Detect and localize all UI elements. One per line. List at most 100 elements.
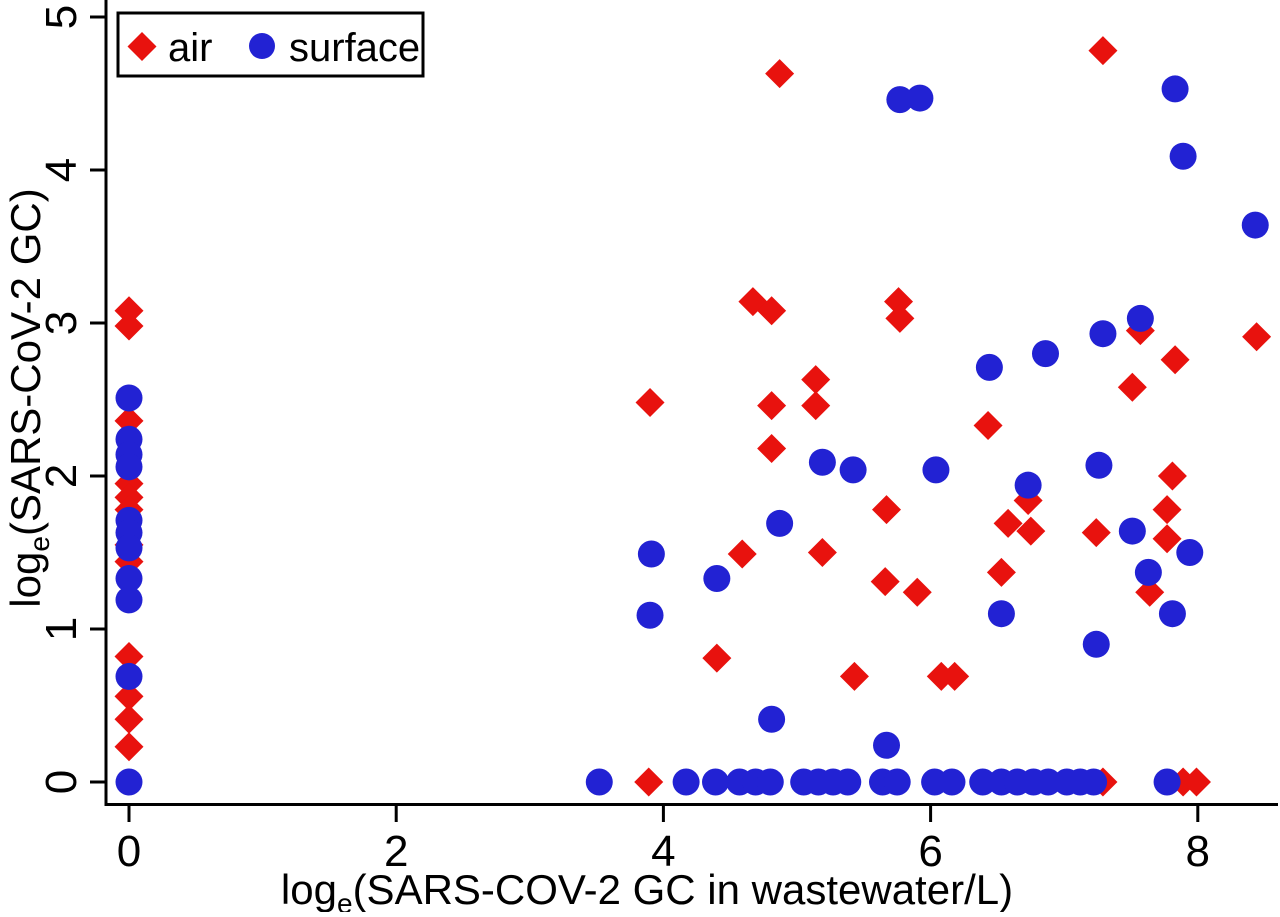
point-surface [1161,75,1189,103]
point-air [114,296,144,326]
y-tick-label: 3 [37,311,86,335]
point-surface [938,768,966,796]
point-surface [115,565,143,593]
point-air [1088,36,1118,66]
point-air [902,577,932,607]
point-air [1152,524,1182,554]
point-air [993,508,1023,538]
points [114,36,1272,797]
point-air [839,661,869,691]
point-surface [766,509,794,537]
point-surface [1014,471,1042,499]
point-air [885,303,915,333]
point-air [1181,767,1211,797]
point-surface [883,768,911,796]
point-surface [1241,211,1269,239]
point-air [757,391,787,421]
y-axis-title: loge(SARS-CoV-2 GC) [2,188,55,607]
point-air [757,296,787,326]
point-surface [886,86,914,114]
point-surface [834,768,862,796]
point-air [765,59,795,89]
point-surface [702,768,730,796]
point-air [727,539,757,569]
point-surface [1158,600,1186,628]
point-air [114,311,144,341]
point-surface [672,768,700,796]
point-air [635,388,665,418]
point-surface [115,662,143,690]
point-surface [1031,340,1059,368]
point-surface [115,768,143,796]
point-air [1117,372,1147,402]
point-air [870,567,900,597]
point-surface [1153,768,1181,796]
point-air [1081,518,1111,548]
point-surface [758,705,786,733]
point-air [1135,577,1165,607]
x-tick-label: 8 [1186,827,1210,876]
point-air [1160,345,1190,375]
point-surface [839,456,867,484]
point-air [807,538,837,567]
point-surface [115,453,143,481]
point-air [973,411,1003,441]
point-air [884,287,914,317]
point-air [702,643,732,673]
axes: 0 2 4 6 8 0 1 2 3 4 5 [37,0,1278,876]
point-air [1152,495,1182,525]
point-air [986,557,1016,587]
point-air [872,495,902,525]
x-tick-label: 4 [651,827,675,876]
point-surface [637,540,665,568]
point-surface [1176,539,1204,566]
point-air [114,642,144,672]
point-surface [969,768,997,796]
x-tick-label: 2 [384,827,408,876]
point-surface [975,353,1003,381]
point-surface [1118,517,1146,545]
x-tick-label: 6 [918,827,942,876]
x-axis-title: loge(SARS-COV-2 GC in wastewater/L) [281,866,1013,912]
point-surface [115,534,143,562]
point-surface [115,384,143,412]
point-surface [636,601,664,629]
point-surface [1082,630,1110,658]
point-surface [1089,320,1117,348]
y-tick-label: 4 [37,158,86,182]
point-surface [1126,304,1154,332]
point-surface [585,768,613,796]
point-surface [808,448,836,476]
point-surface [922,456,950,484]
point-air [1242,322,1272,352]
point-surface [115,586,143,614]
point-air [114,732,144,762]
x-tick-label: 0 [117,827,141,876]
point-air [1016,516,1046,546]
point-surface [703,565,731,593]
y-tick-label: 5 [37,5,86,29]
point-air [1157,461,1187,491]
point-air [114,681,144,711]
y-tick-label: 0 [37,770,86,794]
point-air [757,433,787,463]
point-surface [1085,451,1113,479]
point-air [801,365,831,395]
point-surface [756,768,784,796]
point-surface [1034,768,1062,796]
point-air [801,391,831,421]
point-air [940,661,970,691]
legend-air-marker [127,32,157,61]
point-surface [1134,558,1162,586]
y-tick-label: 2 [37,464,86,488]
legend: air surface [116,11,425,78]
legend-air-label: air [168,26,212,70]
y-tick-label: 1 [37,617,86,641]
point-surface [906,84,934,112]
point-surface [1169,142,1197,170]
point-air [634,767,664,797]
point-surface [987,600,1015,628]
point-surface [873,731,901,759]
